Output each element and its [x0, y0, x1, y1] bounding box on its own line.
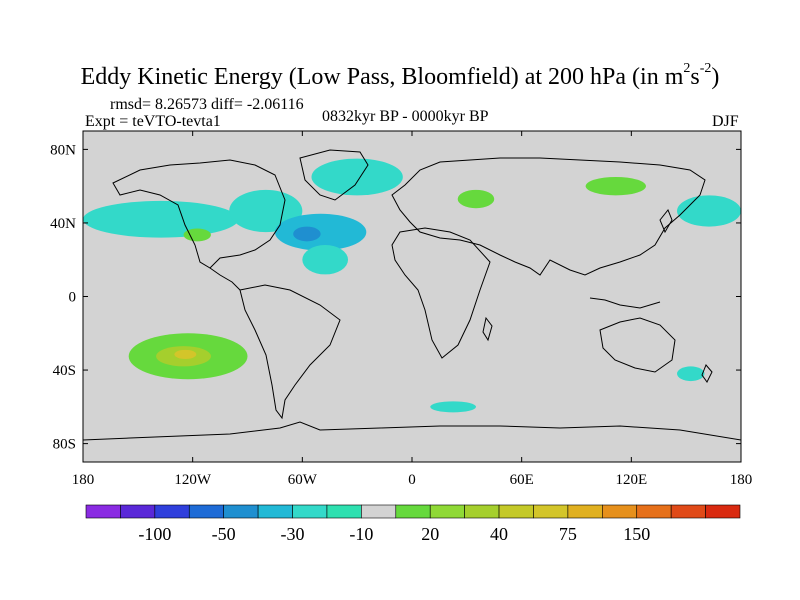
madagascar-coast	[482, 316, 493, 342]
central-asia-positive	[585, 176, 646, 196]
y-tick-label: 80N	[50, 142, 76, 158]
chart-title: Eddy Kinetic Energy (Low Pass, Bloomfiel…	[80, 61, 720, 90]
colorbar-swatch	[361, 504, 397, 519]
colorbar-swatch	[670, 504, 706, 519]
x-tick-label: 0	[408, 472, 416, 488]
colorbar-swatch	[567, 504, 603, 519]
y-tick-label: 80S	[53, 437, 76, 453]
season-label: DJF	[712, 113, 739, 130]
colorbar-swatch	[326, 504, 362, 519]
eastern-europe-positive	[457, 189, 495, 209]
colorbar-swatch	[292, 504, 328, 519]
west-atlantic-negative-core	[274, 213, 367, 251]
colorbar-label: -50	[212, 524, 236, 544]
nw-pacific-negative	[677, 195, 741, 227]
antarctica-coast	[83, 421, 741, 441]
colorbar-swatch	[602, 504, 638, 519]
south-atlantic-negative	[430, 401, 476, 413]
south-pacific-positive-center	[174, 349, 197, 360]
north-pacific-negative	[83, 200, 239, 238]
greenland-negative	[311, 158, 403, 196]
colorbar-swatch	[636, 504, 672, 519]
anomaly-regions	[83, 158, 741, 413]
subtropical-atlantic-negative	[302, 245, 349, 275]
period-label: 0832kyr BP - 0000kyr BP	[322, 108, 489, 125]
colorbar-label: 20	[421, 524, 439, 544]
x-tick-label: 60W	[288, 472, 318, 488]
indonesia-coast	[589, 297, 661, 309]
south-america-coast	[239, 284, 341, 420]
x-tick-label: 120E	[615, 472, 647, 488]
y-axis-ticks: 80N 40N 0 40S 80S	[50, 142, 741, 453]
eurasia-coast	[391, 157, 706, 276]
colorbar-swatch	[223, 504, 259, 519]
colorbar-label: 40	[490, 524, 508, 544]
x-axis-ticks: 180 120W 60W 0 60E 120E 180	[72, 131, 753, 488]
colorbar-label: 75	[559, 524, 577, 544]
new-zealand-coast	[701, 364, 713, 383]
x-tick-label: 180	[730, 472, 753, 488]
colorbar-swatch	[464, 504, 500, 519]
colorbar-swatch	[429, 504, 465, 519]
rmsd-diff-stats: rmsd= 8.26573 diff= -2.06116	[110, 96, 304, 113]
australia-coast	[599, 317, 676, 373]
colorbar-label: 150	[623, 524, 650, 544]
y-tick-label: 40S	[53, 363, 76, 379]
africa-coast	[391, 227, 491, 359]
coastlines	[83, 149, 741, 441]
japan-coast	[659, 209, 673, 234]
colorbar-swatch	[188, 504, 224, 519]
colorbar-swatch	[257, 504, 293, 519]
central-america-coast	[209, 267, 241, 291]
x-tick-label: 60E	[510, 472, 534, 488]
greenland-coast	[299, 149, 369, 201]
colorbar-swatch	[120, 504, 156, 519]
y-tick-label: 0	[69, 290, 77, 306]
x-tick-label: 120W	[174, 472, 212, 488]
colorbar-swatch	[705, 504, 741, 519]
x-tick-label: 180	[72, 472, 95, 488]
mexico-positive	[183, 228, 211, 242]
y-tick-label: 40N	[50, 216, 76, 232]
experiment-label: Expt = teVTO-tevta1	[85, 113, 221, 130]
colorbar-label: -10	[349, 524, 373, 544]
colorbar-swatch	[498, 504, 534, 519]
colorbar-swatch	[395, 504, 431, 519]
colorbar: -100 -50 -30 -10 20 40 75 150	[85, 504, 741, 544]
colorbar-label: -100	[138, 524, 171, 544]
tasman-negative	[677, 366, 705, 382]
colorbar-swatch	[154, 504, 190, 519]
colorbar-label: -30	[281, 524, 305, 544]
north-america-coast	[112, 159, 286, 269]
west-atlantic-negative-center	[293, 226, 321, 242]
colorbar-swatch	[85, 504, 121, 519]
colorbar-swatch	[533, 504, 569, 519]
map-background	[83, 131, 741, 462]
